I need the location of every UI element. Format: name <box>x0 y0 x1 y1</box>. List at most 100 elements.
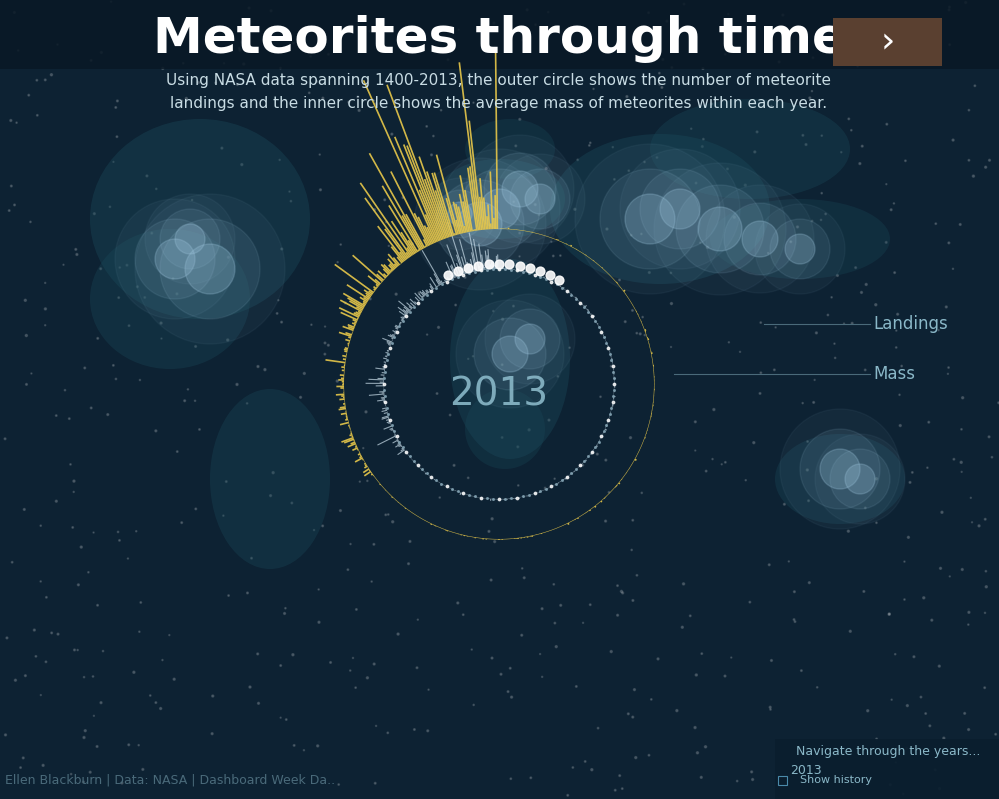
Point <box>330 375 346 388</box>
Point <box>938 300 954 313</box>
Point <box>814 187 830 200</box>
Point <box>511 250 527 263</box>
Point <box>687 415 703 428</box>
Point <box>762 701 778 714</box>
Point <box>90 332 106 344</box>
Point <box>887 266 903 279</box>
Point <box>663 297 679 310</box>
Point <box>781 555 797 568</box>
Point <box>188 503 204 515</box>
Point <box>841 113 857 125</box>
Point <box>86 710 102 722</box>
Point <box>808 327 824 340</box>
Point <box>602 348 618 360</box>
Point <box>532 264 548 277</box>
Point <box>924 614 940 626</box>
Point <box>69 248 85 260</box>
Point <box>563 467 579 479</box>
Point <box>241 2 257 14</box>
Point <box>793 664 809 677</box>
Point <box>323 656 339 669</box>
Point <box>50 628 66 641</box>
Circle shape <box>456 300 564 408</box>
Point <box>511 227 527 240</box>
Ellipse shape <box>435 159 565 239</box>
Point <box>273 711 289 724</box>
Point <box>649 151 665 164</box>
Point <box>945 262 961 275</box>
Point <box>279 714 295 726</box>
Point <box>507 140 523 153</box>
Point <box>881 608 897 621</box>
Point <box>899 699 915 712</box>
Point <box>491 263 506 276</box>
Point <box>527 18 543 31</box>
Point <box>809 681 825 694</box>
Point <box>333 238 349 251</box>
Point <box>954 563 970 576</box>
Point <box>382 413 398 426</box>
Point <box>440 54 456 66</box>
Point <box>377 390 393 403</box>
Point <box>63 768 79 781</box>
Point <box>503 263 519 276</box>
Point <box>367 658 383 670</box>
Point <box>892 419 908 432</box>
Point <box>29 74 45 86</box>
Circle shape <box>770 219 830 279</box>
Point <box>906 650 922 663</box>
Point <box>450 597 466 610</box>
Point <box>842 625 858 638</box>
Point <box>606 173 622 185</box>
Point <box>587 315 603 328</box>
Point <box>693 647 709 660</box>
Point <box>510 479 526 492</box>
Point <box>495 358 510 371</box>
Point <box>392 320 408 333</box>
Point <box>961 606 977 618</box>
Point <box>0 432 13 445</box>
Point <box>340 563 356 576</box>
Point <box>108 101 124 113</box>
Point <box>277 607 293 620</box>
Point <box>978 565 994 578</box>
Point <box>121 738 137 751</box>
Point <box>961 104 977 117</box>
Circle shape <box>620 149 740 269</box>
Point <box>604 141 620 153</box>
Point <box>296 744 312 757</box>
Point <box>551 274 567 287</box>
Point <box>820 308 836 321</box>
Point <box>953 456 969 469</box>
Point <box>641 749 657 761</box>
Point <box>76 731 92 744</box>
Point <box>794 397 810 410</box>
Point <box>360 475 376 487</box>
Point <box>862 50 878 62</box>
Point <box>343 664 359 677</box>
Point <box>110 94 126 107</box>
Point <box>737 179 753 192</box>
Point <box>350 18 366 31</box>
Point <box>120 552 136 565</box>
Point <box>434 477 450 490</box>
Point <box>762 703 778 716</box>
Point <box>549 370 565 383</box>
Point <box>377 384 393 396</box>
Point <box>414 292 430 305</box>
Point <box>424 471 440 483</box>
Point <box>379 402 395 415</box>
Point <box>379 216 395 229</box>
Point <box>83 402 99 415</box>
Point <box>899 742 915 755</box>
Circle shape <box>466 135 574 243</box>
Point <box>625 594 641 607</box>
Point <box>522 262 538 275</box>
Point <box>633 228 649 240</box>
Point <box>216 509 232 522</box>
Point <box>132 374 148 387</box>
Point <box>391 628 407 641</box>
Point <box>424 284 440 297</box>
Point <box>763 654 779 667</box>
Point <box>50 38 66 51</box>
